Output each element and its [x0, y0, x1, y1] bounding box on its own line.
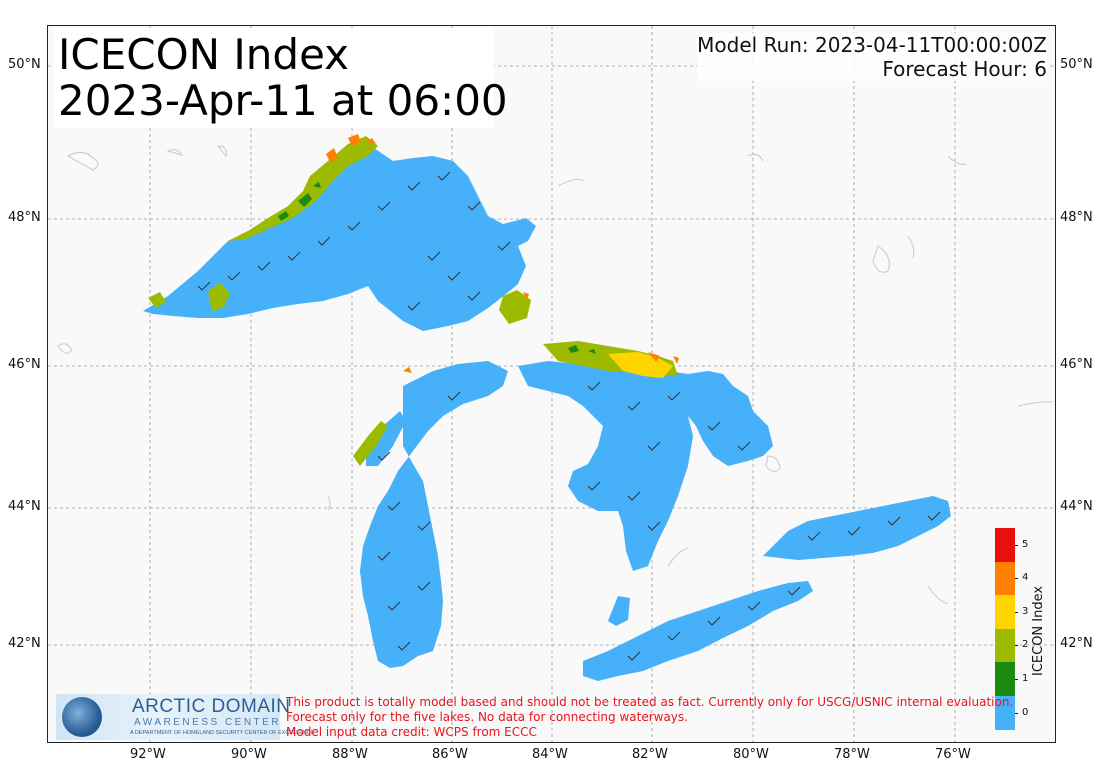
- whitefish-bay-ice: [499, 290, 531, 324]
- huron-north-ice-orange: [648, 352, 679, 364]
- lat-label-left-42: 42°N: [8, 636, 41, 651]
- forecast-hour: Forecast Hour: 6: [882, 57, 1047, 81]
- model-run-time: Model Run: 2023-04-11T00:00:00Z: [697, 33, 1047, 57]
- colorbar-tick-5: 5: [1022, 539, 1029, 550]
- colorbar-segment-5: [995, 528, 1015, 562]
- colorbar-tickmark-4: [1015, 578, 1018, 579]
- lat-label-left-50: 50°N: [8, 57, 41, 72]
- green-bay-ice: [353, 421, 388, 466]
- superior-ice-orange: [326, 134, 376, 162]
- globe-icon: [62, 697, 102, 737]
- arctic-domain-logo: ARCTIC DOMAIN AWARENESS CENTER A DEPARTM…: [56, 694, 315, 740]
- map-title: ICECON Index: [58, 30, 350, 79]
- lake-ontario: [763, 496, 951, 560]
- colorbar-segment-3: [995, 595, 1015, 629]
- colorbar-tickmark-1: [1015, 679, 1018, 680]
- disclaimer-line-3: Model input data credit: WCPS from ECCC: [286, 725, 537, 739]
- lon-label-84: 84°W: [532, 747, 568, 762]
- map-canvas: [48, 26, 1055, 742]
- lat-label-left-48: 48°N: [8, 210, 41, 225]
- inland-lakes: [57, 145, 1054, 605]
- map-date: 2023-Apr-11 at 06:00: [58, 76, 508, 125]
- lat-label-right-48: 48°N: [1060, 210, 1093, 225]
- colorbar-label: ICECON Index: [1031, 585, 1046, 676]
- lon-label-80: 80°W: [733, 747, 769, 762]
- lon-label-90: 90°W: [231, 747, 267, 762]
- north-michigan-ice: [403, 367, 412, 373]
- superior-ice-fringe: [228, 136, 378, 241]
- lon-label-82: 82°W: [632, 747, 668, 762]
- lat-label-left-46: 46°N: [8, 357, 41, 372]
- lon-label-76: 76°W: [935, 747, 971, 762]
- disclaimer-line-1: This product is totally model based and …: [286, 695, 1014, 709]
- title-box: ICECON Index 2023-Apr-11 at 06:00: [54, 28, 508, 128]
- colorbar-segment-2: [995, 629, 1015, 662]
- lat-label-right-46: 46°N: [1060, 357, 1093, 372]
- logo-title: ARCTIC DOMAIN: [132, 696, 291, 717]
- disclaimer-line-2: Forecast only for the five lakes. No dat…: [286, 710, 688, 724]
- icecon-colorbar: [995, 528, 1015, 730]
- lat-label-right-44: 44°N: [1060, 499, 1093, 514]
- logo-tagline: A DEPARTMENT OF HOMELAND SECURITY CENTER…: [130, 730, 315, 736]
- lake-michigan: [360, 361, 508, 668]
- lake-st-clair: [608, 596, 630, 626]
- lon-label-86: 86°W: [432, 747, 468, 762]
- colorbar-segment-1: [995, 662, 1015, 696]
- wind-barbs: [197, 171, 941, 661]
- model-run-info: Model Run: 2023-04-11T00:00:00Z Forecast…: [697, 33, 1047, 81]
- colorbar-tickmark-5: [1015, 545, 1018, 546]
- lat-label-left-44: 44°N: [8, 499, 41, 514]
- logo-subtitle: AWARENESS CENTER: [134, 717, 282, 728]
- colorbar-tick-4: 4: [1022, 572, 1029, 583]
- colorbar-tick-0: 0: [1022, 707, 1029, 718]
- lon-label-92: 92°W: [130, 747, 166, 762]
- map-panel: [47, 25, 1056, 743]
- lat-label-right-50: 50°N: [1060, 57, 1093, 72]
- superior-south-ice: [148, 283, 230, 311]
- lake-erie: [583, 581, 813, 681]
- huron-north-ice-green: [568, 345, 596, 354]
- whitefish-bay-ice-orange: [523, 292, 529, 300]
- colorbar-tickmark-3: [1015, 612, 1018, 613]
- disclaimer: This product is totally model based and …: [286, 695, 1013, 740]
- colorbar-tickmark-2: [1015, 645, 1018, 646]
- lat-label-right-42: 42°N: [1060, 636, 1093, 651]
- green-bay: [366, 411, 406, 466]
- colorbar-tick-2: 2: [1022, 639, 1029, 650]
- colorbar-segment-4: [995, 562, 1015, 595]
- colorbar-segment-0: [995, 696, 1015, 730]
- colorbar-tickmark-0: [1015, 713, 1018, 714]
- colorbar-tick-1: 1: [1022, 673, 1029, 684]
- colorbar-tick-3: 3: [1022, 606, 1029, 617]
- lake-superior: [143, 144, 536, 331]
- lake-huron: [518, 361, 773, 571]
- lon-label-88: 88°W: [332, 747, 368, 762]
- lon-label-78: 78°W: [834, 747, 870, 762]
- superior-ice-green: [278, 182, 321, 221]
